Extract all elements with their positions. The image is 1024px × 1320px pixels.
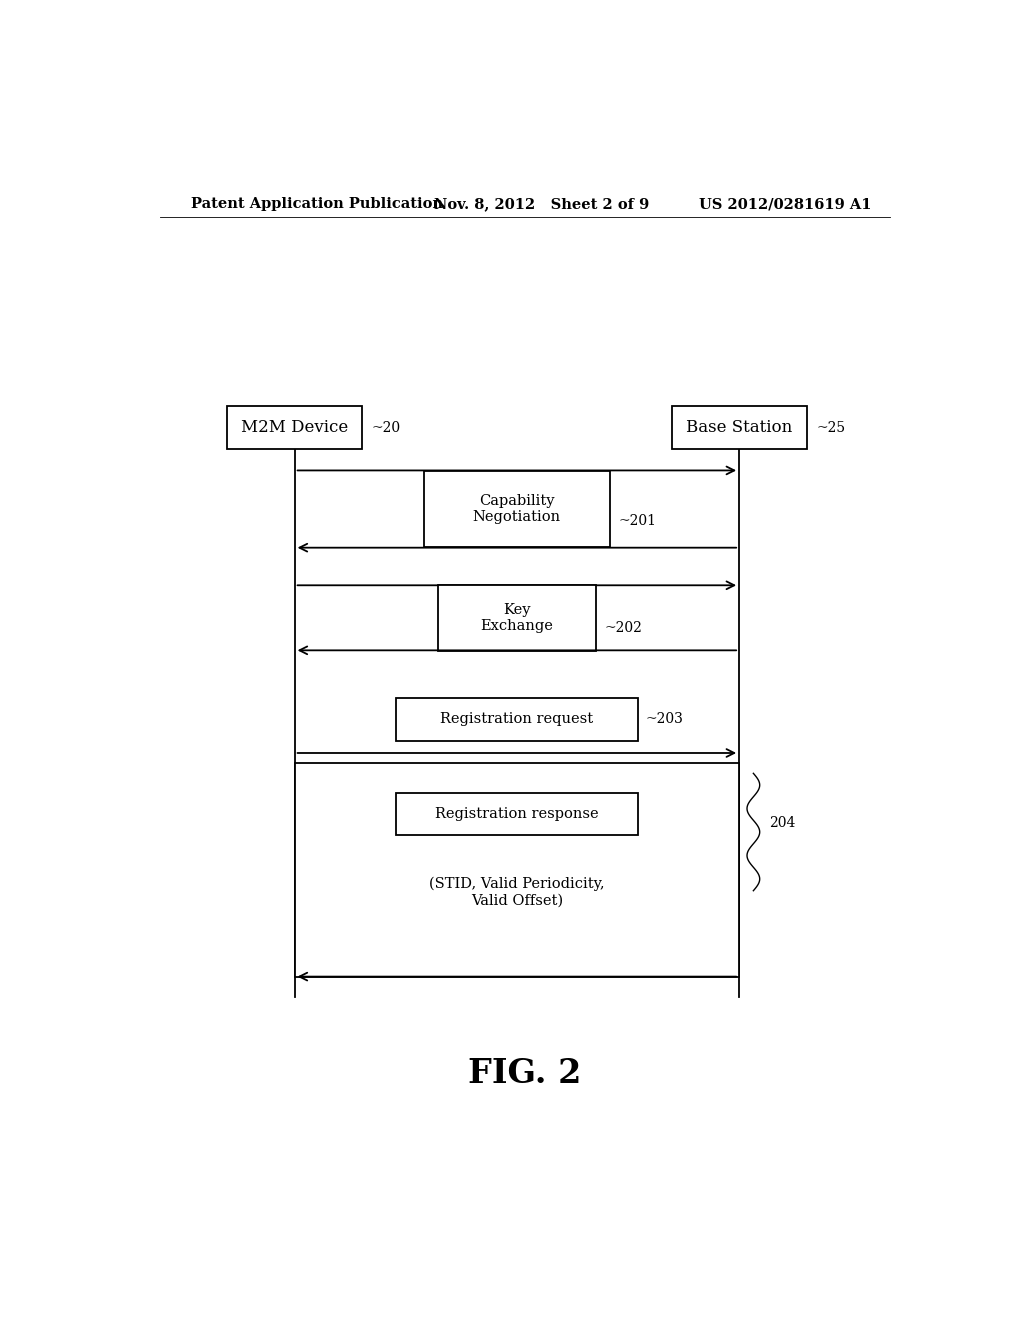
Text: Registration request: Registration request [440, 713, 594, 726]
FancyBboxPatch shape [295, 763, 739, 977]
Text: FIG. 2: FIG. 2 [468, 1056, 582, 1090]
Text: Patent Application Publication: Patent Application Publication [191, 197, 443, 211]
Text: ~201: ~201 [618, 515, 656, 528]
Text: Key
Exchange: Key Exchange [480, 603, 553, 632]
FancyBboxPatch shape [396, 792, 638, 836]
Text: ~202: ~202 [604, 620, 642, 635]
FancyBboxPatch shape [424, 471, 610, 548]
FancyBboxPatch shape [672, 407, 807, 449]
Text: 204: 204 [769, 816, 796, 830]
Text: Nov. 8, 2012   Sheet 2 of 9: Nov. 8, 2012 Sheet 2 of 9 [433, 197, 649, 211]
FancyBboxPatch shape [227, 407, 362, 449]
Text: US 2012/0281619 A1: US 2012/0281619 A1 [699, 197, 871, 211]
Text: ~203: ~203 [646, 713, 684, 726]
Text: ~20: ~20 [372, 421, 400, 434]
Text: ~25: ~25 [816, 421, 845, 434]
FancyBboxPatch shape [437, 585, 596, 651]
FancyBboxPatch shape [396, 698, 638, 741]
Text: M2M Device: M2M Device [241, 420, 348, 436]
Text: Capability
Negotiation: Capability Negotiation [473, 494, 561, 524]
Text: Base Station: Base Station [686, 420, 793, 436]
Text: Registration response: Registration response [435, 807, 599, 821]
Text: (STID, Valid Periodicity,
Valid Offset): (STID, Valid Periodicity, Valid Offset) [429, 876, 605, 908]
